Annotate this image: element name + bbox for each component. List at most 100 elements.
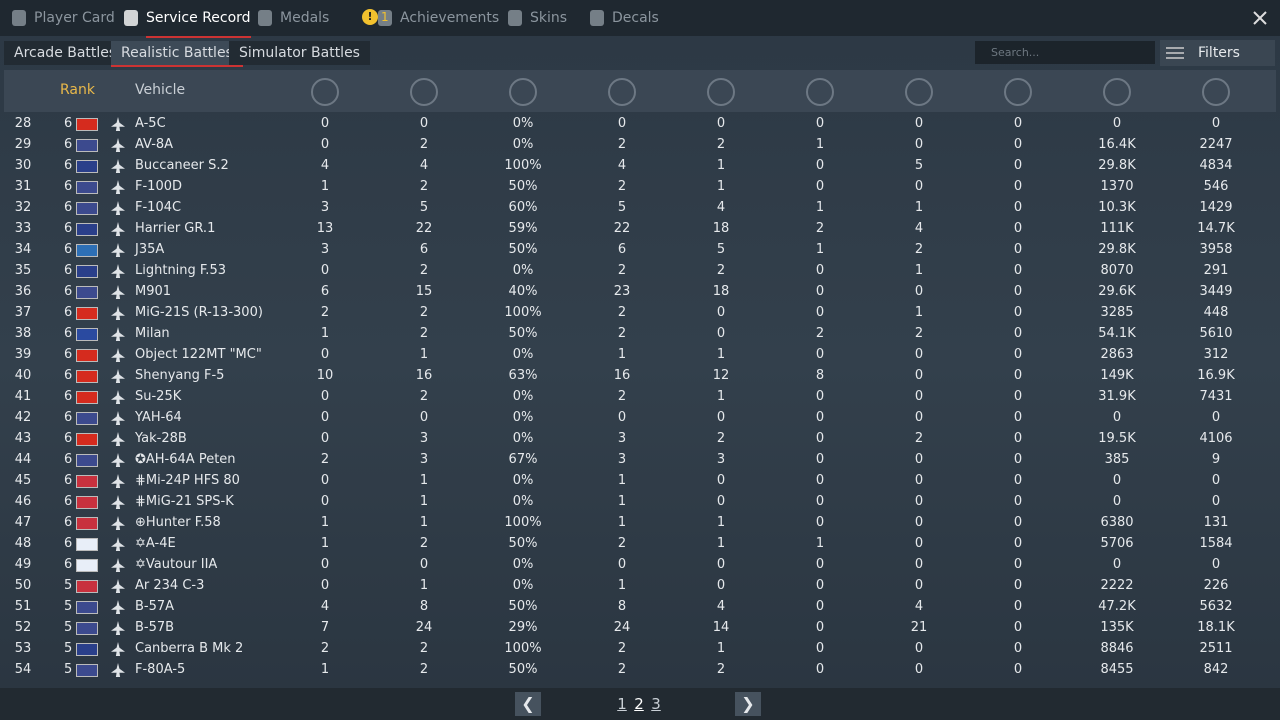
stat-cell: 0: [914, 368, 924, 383]
column-icon[interactable]: [1103, 78, 1131, 106]
stat-cell: 63%: [508, 368, 538, 383]
stat-cell: 0: [1013, 599, 1023, 614]
close-button[interactable]: [1252, 10, 1268, 26]
stat-cell: 24: [613, 620, 631, 635]
mode-tab[interactable]: Simulator Battles: [229, 41, 370, 65]
flag: [76, 601, 98, 614]
stat-cell: 100%: [504, 158, 542, 173]
column-icon[interactable]: [608, 78, 636, 106]
column-icon[interactable]: [509, 78, 537, 106]
stat-cell: 2222: [1100, 578, 1134, 593]
vehicle-icon: [111, 495, 125, 509]
tab-icon: [258, 10, 272, 26]
flag: [76, 580, 98, 593]
stat-cell: 0: [1211, 410, 1221, 425]
stat-cell: 18: [712, 221, 730, 236]
stat-cell: 0: [815, 410, 825, 425]
stat-cell: 0: [320, 410, 330, 425]
tab[interactable]: Decals: [612, 10, 659, 26]
row-number: 41: [14, 389, 32, 404]
stat-cell: 0: [815, 662, 825, 677]
stat-cell: 0: [914, 494, 924, 509]
stat-cell: 2: [617, 305, 627, 320]
stat-cell: 100%: [504, 305, 542, 320]
stat-cell: 2: [320, 452, 330, 467]
stat-cell: 1: [617, 494, 627, 509]
stat-cell: 111K: [1100, 221, 1134, 236]
vehicle-icon: [111, 579, 125, 593]
rank: 6: [64, 389, 73, 404]
column-icon[interactable]: [707, 78, 735, 106]
vehicle-name: M901: [135, 284, 172, 299]
stat-cell: 3: [617, 431, 627, 446]
stat-cell: 1: [419, 473, 429, 488]
column-icon[interactable]: [905, 78, 933, 106]
stat-cell: 3958: [1199, 242, 1233, 257]
stat-cell: 2247: [1199, 137, 1233, 152]
stat-cell: 59%: [508, 221, 538, 236]
stat-cell: 29%: [508, 620, 538, 635]
stat-cell: 5: [716, 242, 726, 257]
flag: [76, 223, 98, 236]
row-number: 29: [14, 137, 32, 152]
page-link[interactable]: 2: [634, 695, 644, 713]
mode-tab[interactable]: Realistic Battles: [111, 41, 243, 67]
stat-cell: 312: [1203, 347, 1229, 362]
stat-cell: 100%: [504, 641, 542, 656]
rank: 6: [64, 116, 73, 131]
stat-cell: 1: [716, 347, 726, 362]
stat-cell: 0: [1013, 536, 1023, 551]
vehicle-icon: [111, 537, 125, 551]
column-icon[interactable]: [806, 78, 834, 106]
vehicle-icon: [111, 663, 125, 677]
page-link[interactable]: 3: [651, 695, 661, 713]
tab[interactable]: Medals: [280, 10, 330, 26]
flag: [76, 538, 98, 551]
stat-cell: 1: [914, 305, 924, 320]
rank: 6: [64, 242, 73, 257]
tab-icon: [12, 10, 26, 26]
stat-cell: 13: [316, 221, 334, 236]
stat-cell: 0: [1013, 578, 1023, 593]
stat-cell: 0: [419, 557, 429, 572]
vehicle-name: B-57A: [135, 599, 175, 614]
stat-cell: 0: [320, 578, 330, 593]
vehicle-name: Yak-28B: [135, 431, 187, 446]
vehicle-icon: [111, 558, 125, 572]
mode-tab[interactable]: Arcade Battles: [4, 41, 127, 65]
stat-cell: 0: [1013, 431, 1023, 446]
stat-cell: 24: [415, 620, 433, 635]
search-input[interactable]: Search...: [975, 41, 1155, 64]
header-vehicle[interactable]: Vehicle: [135, 82, 186, 98]
vehicle-name: AV-8A: [135, 137, 174, 152]
tab[interactable]: Service Record: [146, 0, 251, 38]
stat-cell: 1: [320, 515, 330, 530]
stat-cell: 60%: [508, 200, 538, 215]
stat-cell: 0: [716, 494, 726, 509]
stat-cell: 1: [716, 179, 726, 194]
column-icon[interactable]: [1202, 78, 1230, 106]
stat-cell: 0: [815, 305, 825, 320]
tab[interactable]: Achievements: [400, 10, 500, 26]
tab[interactable]: Player Card: [34, 10, 115, 26]
header-rank[interactable]: Rank: [60, 82, 95, 98]
vehicle-icon: [111, 516, 125, 530]
column-icon[interactable]: [410, 78, 438, 106]
stat-cell: 0: [815, 578, 825, 593]
vehicle-name: Lightning F.53: [135, 263, 226, 278]
stat-cell: 0: [1013, 137, 1023, 152]
stat-cell: 4: [320, 599, 330, 614]
prev-page[interactable]: ❮: [515, 692, 541, 716]
column-icon[interactable]: [311, 78, 339, 106]
vehicle-name: Milan: [135, 326, 170, 341]
stat-cell: 0: [320, 431, 330, 446]
page-link[interactable]: 1: [617, 695, 627, 713]
row-number: 31: [14, 179, 32, 194]
flag: [76, 265, 98, 278]
next-page[interactable]: ❯: [735, 692, 761, 716]
stat-cell: 2: [419, 137, 429, 152]
column-icon[interactable]: [1004, 78, 1032, 106]
tab[interactable]: Skins: [530, 10, 568, 26]
stat-cell: 3285: [1100, 305, 1134, 320]
flag: [76, 370, 98, 383]
